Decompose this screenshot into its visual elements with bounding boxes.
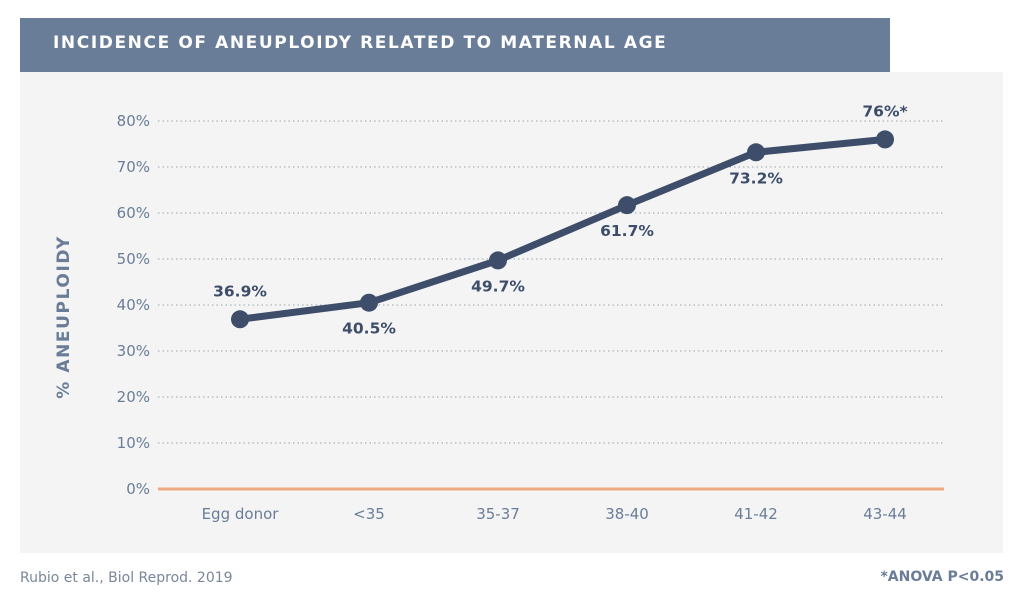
data-label: 61.7% bbox=[600, 222, 654, 240]
data-label: 49.7% bbox=[471, 277, 525, 295]
chart-panel bbox=[20, 72, 1003, 553]
data-point bbox=[618, 196, 636, 215]
x-tick-label: 41-42 bbox=[734, 505, 778, 523]
data-label: 76%* bbox=[862, 102, 907, 120]
data-label: 73.2% bbox=[729, 169, 783, 187]
y-tick-label: 70% bbox=[117, 158, 150, 176]
y-tick-label: 60% bbox=[117, 204, 150, 222]
y-tick-label: 50% bbox=[117, 250, 150, 268]
x-tick-label: 35-37 bbox=[476, 505, 520, 523]
data-point bbox=[360, 293, 378, 312]
title-bar: INCIDENCE OF ANEUPLOIDY RELATED TO MATER… bbox=[20, 18, 890, 72]
data-label: 36.9% bbox=[213, 282, 267, 300]
data-label: 40.5% bbox=[342, 320, 396, 338]
x-tick-label: <35 bbox=[353, 505, 385, 523]
chart-title: INCIDENCE OF ANEUPLOIDY RELATED TO MATER… bbox=[53, 33, 668, 53]
data-point bbox=[876, 130, 894, 149]
y-tick-label: 30% bbox=[117, 342, 150, 360]
data-point bbox=[489, 251, 507, 270]
x-tick-label: Egg donor bbox=[202, 505, 280, 523]
statistics-note: *ANOVA P<0.05 bbox=[880, 569, 1004, 585]
source-citation: Rubio et al., Biol Reprod. 2019 bbox=[20, 570, 233, 586]
y-tick-label: 20% bbox=[117, 388, 150, 406]
y-tick-label: 10% bbox=[117, 434, 150, 452]
y-tick-label: 0% bbox=[126, 480, 150, 498]
data-point bbox=[231, 310, 249, 329]
y-tick-label: 40% bbox=[117, 296, 150, 314]
y-tick-label: 80% bbox=[117, 112, 150, 130]
data-point bbox=[747, 143, 765, 162]
x-tick-label: 43-44 bbox=[863, 505, 907, 523]
series-line bbox=[236, 135, 889, 323]
x-tick-label: 38-40 bbox=[605, 505, 649, 523]
